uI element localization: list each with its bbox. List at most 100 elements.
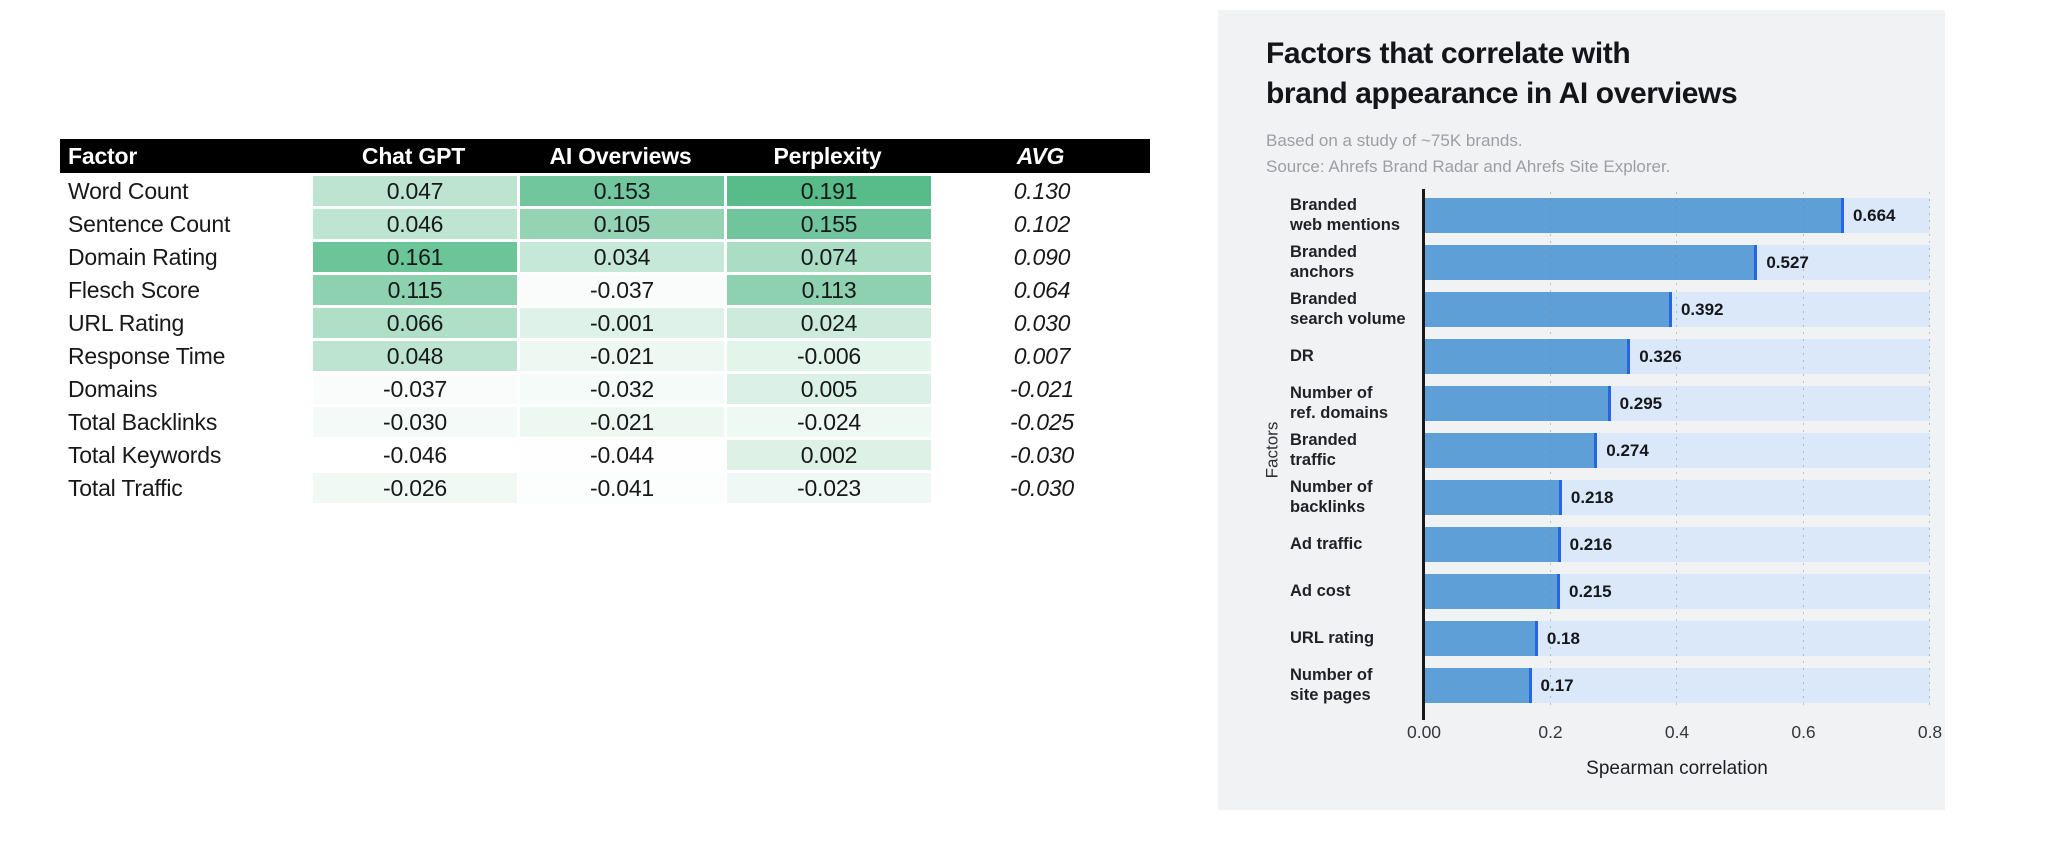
- bar-label-line: web mentions: [1290, 215, 1401, 234]
- column-header-avg: AVG: [1016, 142, 1065, 169]
- bar-row: DR 0.326: [1290, 339, 1930, 374]
- x-tick: 0.6: [1791, 722, 1816, 742]
- avg-cell: -0.025: [1009, 408, 1074, 435]
- correlation-table: Factor Chat GPT AI Overviews Perplexity AVG …: [60, 139, 1150, 503]
- bar-fill: [1424, 574, 1560, 609]
- bar-row: Number of ref. domains 0.295: [1290, 384, 1930, 423]
- value-cell: -0.032: [520, 374, 724, 404]
- bar-label: Branded anchors: [1290, 243, 1424, 282]
- bar-label-line: Number of: [1290, 384, 1373, 403]
- value-cell: 0.066: [313, 308, 517, 338]
- bar-label-line: site pages: [1290, 685, 1371, 704]
- bar-label-line: backlinks: [1290, 497, 1366, 516]
- value-cell: -0.021: [520, 341, 724, 371]
- table-header: Factor Chat GPT AI Overviews Perplexity AVG: [60, 139, 1150, 173]
- x-axis-label: Spearman correlation: [1586, 758, 1768, 779]
- bar-label: Number of ref. domains: [1290, 384, 1424, 423]
- bar-label-line: Number of: [1290, 478, 1373, 497]
- bar-label-line: anchors: [1290, 262, 1355, 281]
- bar-row: URL rating 0.18: [1290, 621, 1930, 656]
- table-row: Flesch Score 0.115 -0.037 0.113 0.064: [60, 275, 1150, 305]
- value-cell: -0.046: [313, 440, 517, 470]
- bar-label: Branded traffic: [1290, 431, 1424, 470]
- bar-label: Number of backlinks: [1290, 478, 1424, 517]
- bar-label: Branded web mentions: [1290, 196, 1424, 235]
- bar-label-line: Ad traffic: [1290, 534, 1363, 553]
- avg-cell: -0.030: [1009, 441, 1074, 468]
- table-row: URL Rating 0.066 -0.001 0.024 0.030: [60, 308, 1150, 338]
- bar-value-label: 0.392: [1680, 299, 1724, 319]
- chart-title-line-1: Factors that correlate with: [1266, 37, 1631, 70]
- value-cell: -0.030: [313, 407, 517, 437]
- chart-subtitle-line-2: Source: Ahrefs Brand Radar and Ahrefs Si…: [1266, 156, 1671, 176]
- table-row: Domains -0.037 -0.032 0.005 -0.021: [60, 374, 1150, 404]
- avg-cell: 0.130: [1013, 177, 1071, 204]
- value-cell: -0.041: [520, 473, 724, 503]
- value-cell: -0.023: [727, 473, 931, 503]
- avg-cell: -0.030: [1009, 474, 1074, 501]
- bar-label-line: Branded: [1290, 196, 1357, 215]
- bar-row: Branded web mentions 0.664: [1290, 196, 1930, 235]
- bar-row: Branded search volume 0.392: [1290, 290, 1930, 329]
- avg-cell: 0.030: [1013, 309, 1071, 336]
- value-cell: 0.153: [520, 176, 724, 206]
- bar-value-label: 0.18: [1546, 628, 1580, 648]
- bar: 0.295: [1424, 386, 1930, 421]
- factor-cell: URL Rating: [68, 309, 185, 336]
- bar-fill: [1424, 480, 1562, 515]
- y-axis-label: Factors: [1262, 421, 1282, 479]
- bar: 0.392: [1424, 292, 1930, 327]
- bar-row: Ad cost 0.215: [1290, 574, 1930, 609]
- bar-fill: [1424, 339, 1631, 374]
- avg-cell: 0.102: [1013, 210, 1071, 237]
- bar-value-label: 0.17: [1540, 675, 1574, 695]
- bar-label-line: ref. domains: [1290, 403, 1389, 422]
- bar-value-label: 0.216: [1569, 534, 1613, 554]
- table-row: Total Backlinks -0.030 -0.021 -0.024 -0.025: [60, 407, 1150, 437]
- bar-label-line: Branded: [1290, 243, 1357, 262]
- factor-cell: Flesch Score: [68, 276, 200, 303]
- bar-row: Branded traffic 0.274: [1290, 431, 1930, 470]
- chart-panel: Factors that correlate with brand appear…: [1218, 10, 1945, 810]
- avg-cell: 0.064: [1013, 276, 1071, 303]
- value-cell: 0.155: [727, 209, 931, 239]
- bar-fill: [1424, 386, 1611, 421]
- bar-row: Number of backlinks 0.218: [1290, 478, 1930, 517]
- bar-row: Number of site pages 0.17: [1290, 666, 1930, 704]
- avg-cell: 0.090: [1013, 243, 1071, 270]
- value-cell: -0.037: [313, 374, 517, 404]
- avg-cell: 0.007: [1013, 342, 1071, 369]
- bar-fill: [1424, 527, 1561, 562]
- table-body: Word Count 0.047 0.153 0.191 0.130 Sentence C…: [60, 176, 1150, 503]
- value-cell: 0.046: [313, 209, 517, 239]
- value-cell: 0.024: [727, 308, 931, 338]
- value-cell: 0.048: [313, 341, 517, 371]
- x-axis-ticks: 0.00 0.2 0.4 0.6 0.8: [1407, 722, 1942, 744]
- chart-subtitle: Based on a study of ~75K brands. Source:…: [1266, 128, 1670, 179]
- table-row: Total Traffic -0.026 -0.041 -0.023 -0.030: [60, 473, 1150, 503]
- factor-cell: Word Count: [68, 177, 189, 204]
- bar-label: Branded search volume: [1290, 290, 1424, 329]
- bar-fill: [1424, 245, 1758, 280]
- chart-subtitle-line-1: Based on a study of ~75K brands.: [1266, 131, 1523, 150]
- value-cell: 0.005: [727, 374, 931, 404]
- value-cell: 0.113: [727, 275, 931, 305]
- bar-fill: [1424, 433, 1598, 468]
- factor-cell: Total Keywords: [68, 441, 222, 468]
- chart-title: Factors that correlate with brand appear…: [1266, 34, 1738, 113]
- factor-cell: Domains: [68, 375, 158, 402]
- bar-value-label: 0.218: [1570, 487, 1614, 507]
- table-row: Word Count 0.047 0.153 0.191 0.130: [60, 176, 1150, 206]
- bar-label-line: traffic: [1290, 450, 1336, 469]
- bar-value-label: 0.326: [1639, 346, 1682, 366]
- bar: 0.216: [1424, 527, 1930, 562]
- y-axis-line: [1422, 189, 1425, 720]
- table-row: Domain Rating 0.161 0.034 0.074 0.090: [60, 242, 1150, 272]
- bar-label-line: Branded: [1290, 431, 1357, 450]
- bar: 0.218: [1424, 480, 1930, 515]
- bar-label: Ad cost: [1290, 582, 1424, 601]
- value-cell: 0.191: [727, 176, 931, 206]
- bar-label: URL rating: [1290, 629, 1424, 648]
- plot-area: Branded web mentions 0.664 Branded anchors 0.…: [1290, 189, 1930, 720]
- column-header-ai-overviews: AI Overviews: [549, 142, 692, 169]
